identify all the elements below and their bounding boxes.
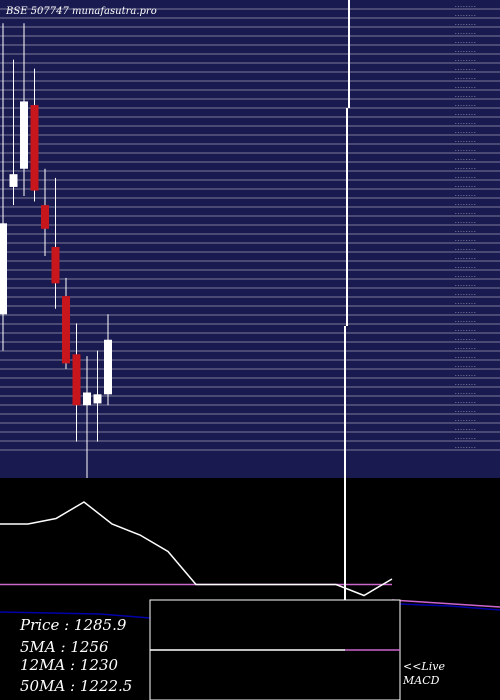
tick-label: - - - - - - - - — [455, 337, 476, 342]
chart-header: BSE 507747 munafasutra.pro — [5, 6, 157, 17]
tick-label: - - - - - - - - — [455, 382, 476, 387]
tick-label: - - - - - - - - — [455, 193, 476, 198]
tick-label: - - - - - - - - — [455, 22, 476, 27]
tick-label: - - - - - - - - — [455, 40, 476, 45]
tick-label: - - - - - - - - — [455, 310, 476, 315]
tick-label: - - - - - - - - — [455, 112, 476, 117]
tick-label: - - - - - - - - — [455, 427, 476, 432]
tick-label: - - - - - - - - — [455, 85, 476, 90]
tick-label: - - - - - - - - — [455, 418, 476, 423]
candle-body — [41, 205, 49, 229]
tick-label: - - - - - - - - — [455, 265, 476, 270]
tick-label: - - - - - - - - — [455, 58, 476, 63]
tick-label: - - - - - - - - — [455, 157, 476, 162]
tick-label: - - - - - - - - — [455, 202, 476, 207]
tick-label: - - - - - - - - — [455, 103, 476, 108]
signal-line-extension — [391, 599, 500, 608]
tick-label: - - - - - - - - — [455, 148, 476, 153]
tick-label: - - - - - - - - — [455, 175, 476, 180]
tick-label: - - - - - - - - — [455, 67, 476, 72]
candle-body — [9, 174, 18, 187]
candle-body — [51, 246, 60, 284]
tick-label: - - - - - - - - — [455, 409, 476, 414]
tick-label: - - - - - - - - — [455, 220, 476, 225]
tick-label: - - - - - - - - — [455, 355, 476, 360]
tick-label: - - - - - - - - — [455, 436, 476, 441]
price-tick-labels: - - - - - - - - - - - - - - - - - - - - - … — [455, 4, 476, 450]
tick-label: - - - - - - - - — [455, 256, 476, 261]
tick-label: - - - - - - - - — [455, 364, 476, 369]
tick-label: - - - - - - - - — [455, 139, 476, 144]
tick-label: - - - - - - - - — [455, 76, 476, 81]
price-gridlines — [0, 8, 500, 451]
tick-label: - - - - - - - - — [455, 319, 476, 324]
tick-label: - - - - - - - - — [455, 4, 476, 9]
candle-body — [20, 101, 28, 169]
tick-label: - - - - - - - - — [455, 283, 476, 288]
tick-label: - - - - - - - - — [455, 49, 476, 54]
tick-label: - - - - - - - - — [455, 328, 476, 333]
candle-body — [83, 392, 91, 406]
legend-5ma: 5MA : 1256 — [20, 638, 109, 656]
candle-body — [0, 223, 7, 315]
tick-label: - - - - - - - - — [455, 166, 476, 171]
candle-body — [104, 339, 112, 395]
tick-label: - - - - - - - - — [455, 121, 476, 126]
tick-label: - - - - - - - - — [455, 31, 476, 36]
tick-label: - - - - - - - - — [455, 274, 476, 279]
candle-body — [30, 105, 39, 191]
tick-label: - - - - - - - - — [455, 301, 476, 306]
price-panel — [0, 0, 500, 478]
tick-label: - - - - - - - - — [455, 292, 476, 297]
tick-label: - - - - - - - - — [455, 13, 476, 18]
tick-label: - - - - - - - - — [455, 184, 476, 189]
tick-label: - - - - - - - - — [455, 130, 476, 135]
legend-12ma: 12MA : 1230 — [20, 656, 118, 674]
tick-label: - - - - - - - - — [455, 391, 476, 396]
tick-label: - - - - - - - - — [455, 247, 476, 252]
macd-live-label: <<Live — [403, 660, 445, 673]
macd-line — [0, 501, 393, 597]
candlesticks — [0, 23, 112, 478]
tick-label: - - - - - - - - — [455, 94, 476, 99]
tick-label: - - - - - - - - — [455, 400, 476, 405]
macd-title-label: MACD — [402, 674, 440, 687]
candle-body — [62, 296, 70, 364]
tick-label: - - - - - - - - — [455, 346, 476, 351]
tick-label: - - - - - - - - — [455, 211, 476, 216]
candle-body — [72, 354, 81, 406]
legend-price: Price : 1285.9 — [19, 616, 127, 634]
tick-label: - - - - - - - - — [455, 373, 476, 378]
legend-50ma: 50MA : 1222.5 — [20, 677, 132, 695]
tick-label: - - - - - - - - — [455, 238, 476, 243]
tick-label: - - - - - - - - — [455, 445, 476, 450]
candle-body — [93, 394, 102, 404]
tick-label: - - - - - - - - — [455, 229, 476, 234]
